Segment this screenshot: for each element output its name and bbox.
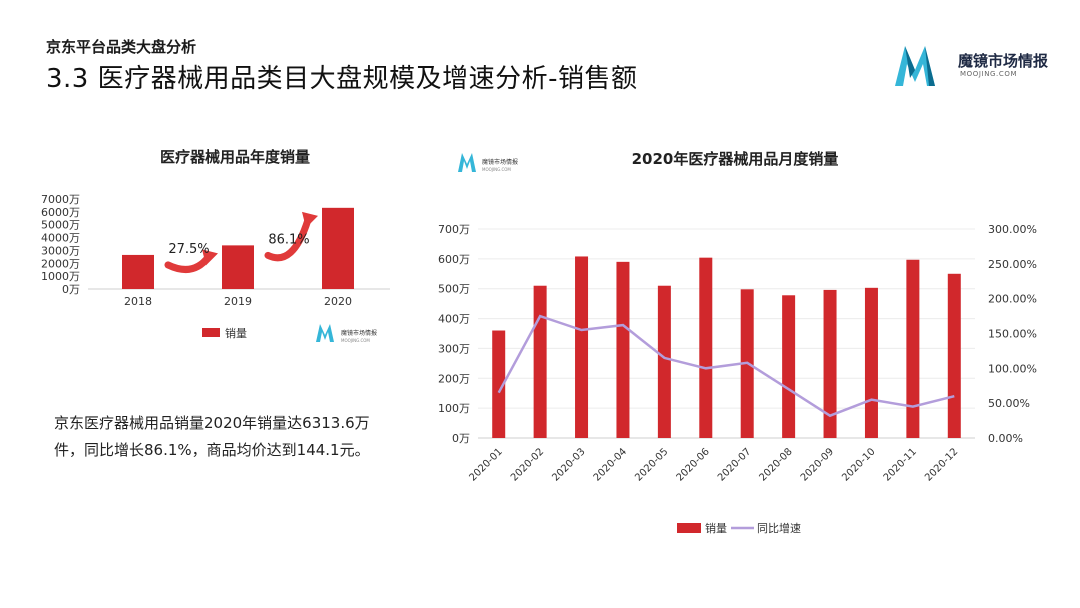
annual-bar [322,207,354,289]
annual-legend-label: 销量 [225,326,247,340]
monthly-y-right-tick-label: 200.00% [988,293,1037,306]
monthly-bar [616,261,630,438]
monthly-x-tick-label: 2020-07 [716,446,753,483]
annual-x-tick-label: 2019 [224,295,252,308]
monthly-bar [947,273,961,438]
monthly-watermark-sub: MOOJING.COM [482,167,511,172]
growth-arrow-head-icon [202,249,218,266]
yoy-growth-line [497,314,955,418]
monthly-x-tick-label: 2020-01 [467,446,504,483]
monthly-y-left-tick-label: 400万 [438,313,470,326]
annual-bar [122,254,154,289]
monthly-x-tick-label: 2020-10 [840,446,877,483]
monthly-y-left-tick-label: 0万 [452,432,470,445]
annual-growth-label: 86.1% [268,232,309,247]
annual-y-tick-label: 4000万 [41,232,80,245]
annual-x-tick-label: 2018 [124,295,152,308]
annual-watermark-sub: MOOJING.COM [341,338,370,343]
monthly-legend-bar-swatch [677,523,701,533]
brand-name: 魔镜市场情报 [958,52,1049,70]
monthly-watermark-logo: 魔镜市场情报 MOOJING.COM [458,153,518,172]
monthly-x-tick-label: 2020-08 [757,446,794,483]
monthly-bar [533,285,547,438]
monthly-bar [699,257,713,438]
monthly-y-left-tick-label: 100万 [438,402,470,415]
monthly-y-right-tick-label: 250.00% [988,258,1037,271]
annual-growth-label: 27.5% [168,242,209,257]
monthly-x-tick-label: 2020-05 [633,446,670,483]
annual-y-tick-label: 5000万 [41,219,80,232]
monthly-y-right-tick-label: 150.00% [988,328,1037,341]
brand-m-icon [895,46,935,86]
monthly-watermark-text: 魔镜市场情报 [482,158,518,166]
monthly-y-left-tick-label: 700万 [438,223,470,236]
monthly-y-left-tick-label: 300万 [438,342,470,355]
annual-y-tick-label: 6000万 [41,206,80,219]
monthly-legend-bar-label: 销量 [705,521,727,535]
annual-y-tick-label: 0万 [62,283,80,296]
section-kicker: 京东平台品类大盘分析 [46,38,197,56]
monthly-x-tick-label: 2020-06 [675,446,712,483]
monthly-y-right-tick-label: 0.00% [988,432,1023,445]
page-title: 3.3 医疗器械用品类目大盘规模及增速分析-销售额 [46,64,638,94]
monthly-chart-title: 2020年医疗器械用品月度销量 [631,150,839,168]
monthly-y-left-tick-label: 200万 [438,372,470,385]
monthly-bar [823,289,837,438]
monthly-x-tick-label: 2020-03 [550,446,587,483]
annual-y-tick-label: 2000万 [41,257,80,270]
annual-x-tick-label: 2020 [324,295,352,308]
summary-text: 京东医疗器械用品销量2020年销量达6313.6万件，同比增长86.1%，商品均… [54,414,370,459]
monthly-x-tick-label: 2020-09 [799,446,836,483]
annual-watermark-logo: 魔镜市场情报 MOOJING.COM [316,324,377,343]
monthly-bar [575,256,589,438]
monthly-bar [906,259,920,438]
brand-logo [895,46,935,86]
monthly-bar [492,330,506,438]
monthly-x-tick-label: 2020-02 [509,446,546,483]
monthly-bar [782,295,796,438]
annual-y-tick-label: 7000万 [41,193,80,206]
annual-y-tick-label: 1000万 [41,270,80,283]
annual-y-tick-label: 3000万 [41,244,80,257]
annual-watermark-text: 魔镜市场情报 [341,329,377,337]
annual-legend-swatch [202,328,220,337]
annual-bar [222,245,254,289]
growth-arrow-icon [264,216,312,262]
growth-arrow-head-icon [302,211,318,228]
brand-sub: MOOJING.COM [960,70,1018,78]
monthly-y-left-tick-label: 600万 [438,253,470,266]
monthly-y-left-tick-label: 500万 [438,283,470,296]
monthly-y-right-tick-label: 50.00% [988,397,1030,410]
monthly-x-tick-label: 2020-11 [882,446,919,483]
monthly-bar [864,287,878,438]
monthly-bar [657,285,671,438]
annual-chart-title: 医疗器械用品年度销量 [159,148,310,166]
monthly-y-right-tick-label: 300.00% [988,223,1037,236]
monthly-x-tick-label: 2020-12 [923,446,960,483]
monthly-legend-line-label: 同比增速 [757,521,801,535]
monthly-y-right-tick-label: 100.00% [988,362,1037,375]
monthly-x-tick-label: 2020-04 [592,446,629,483]
